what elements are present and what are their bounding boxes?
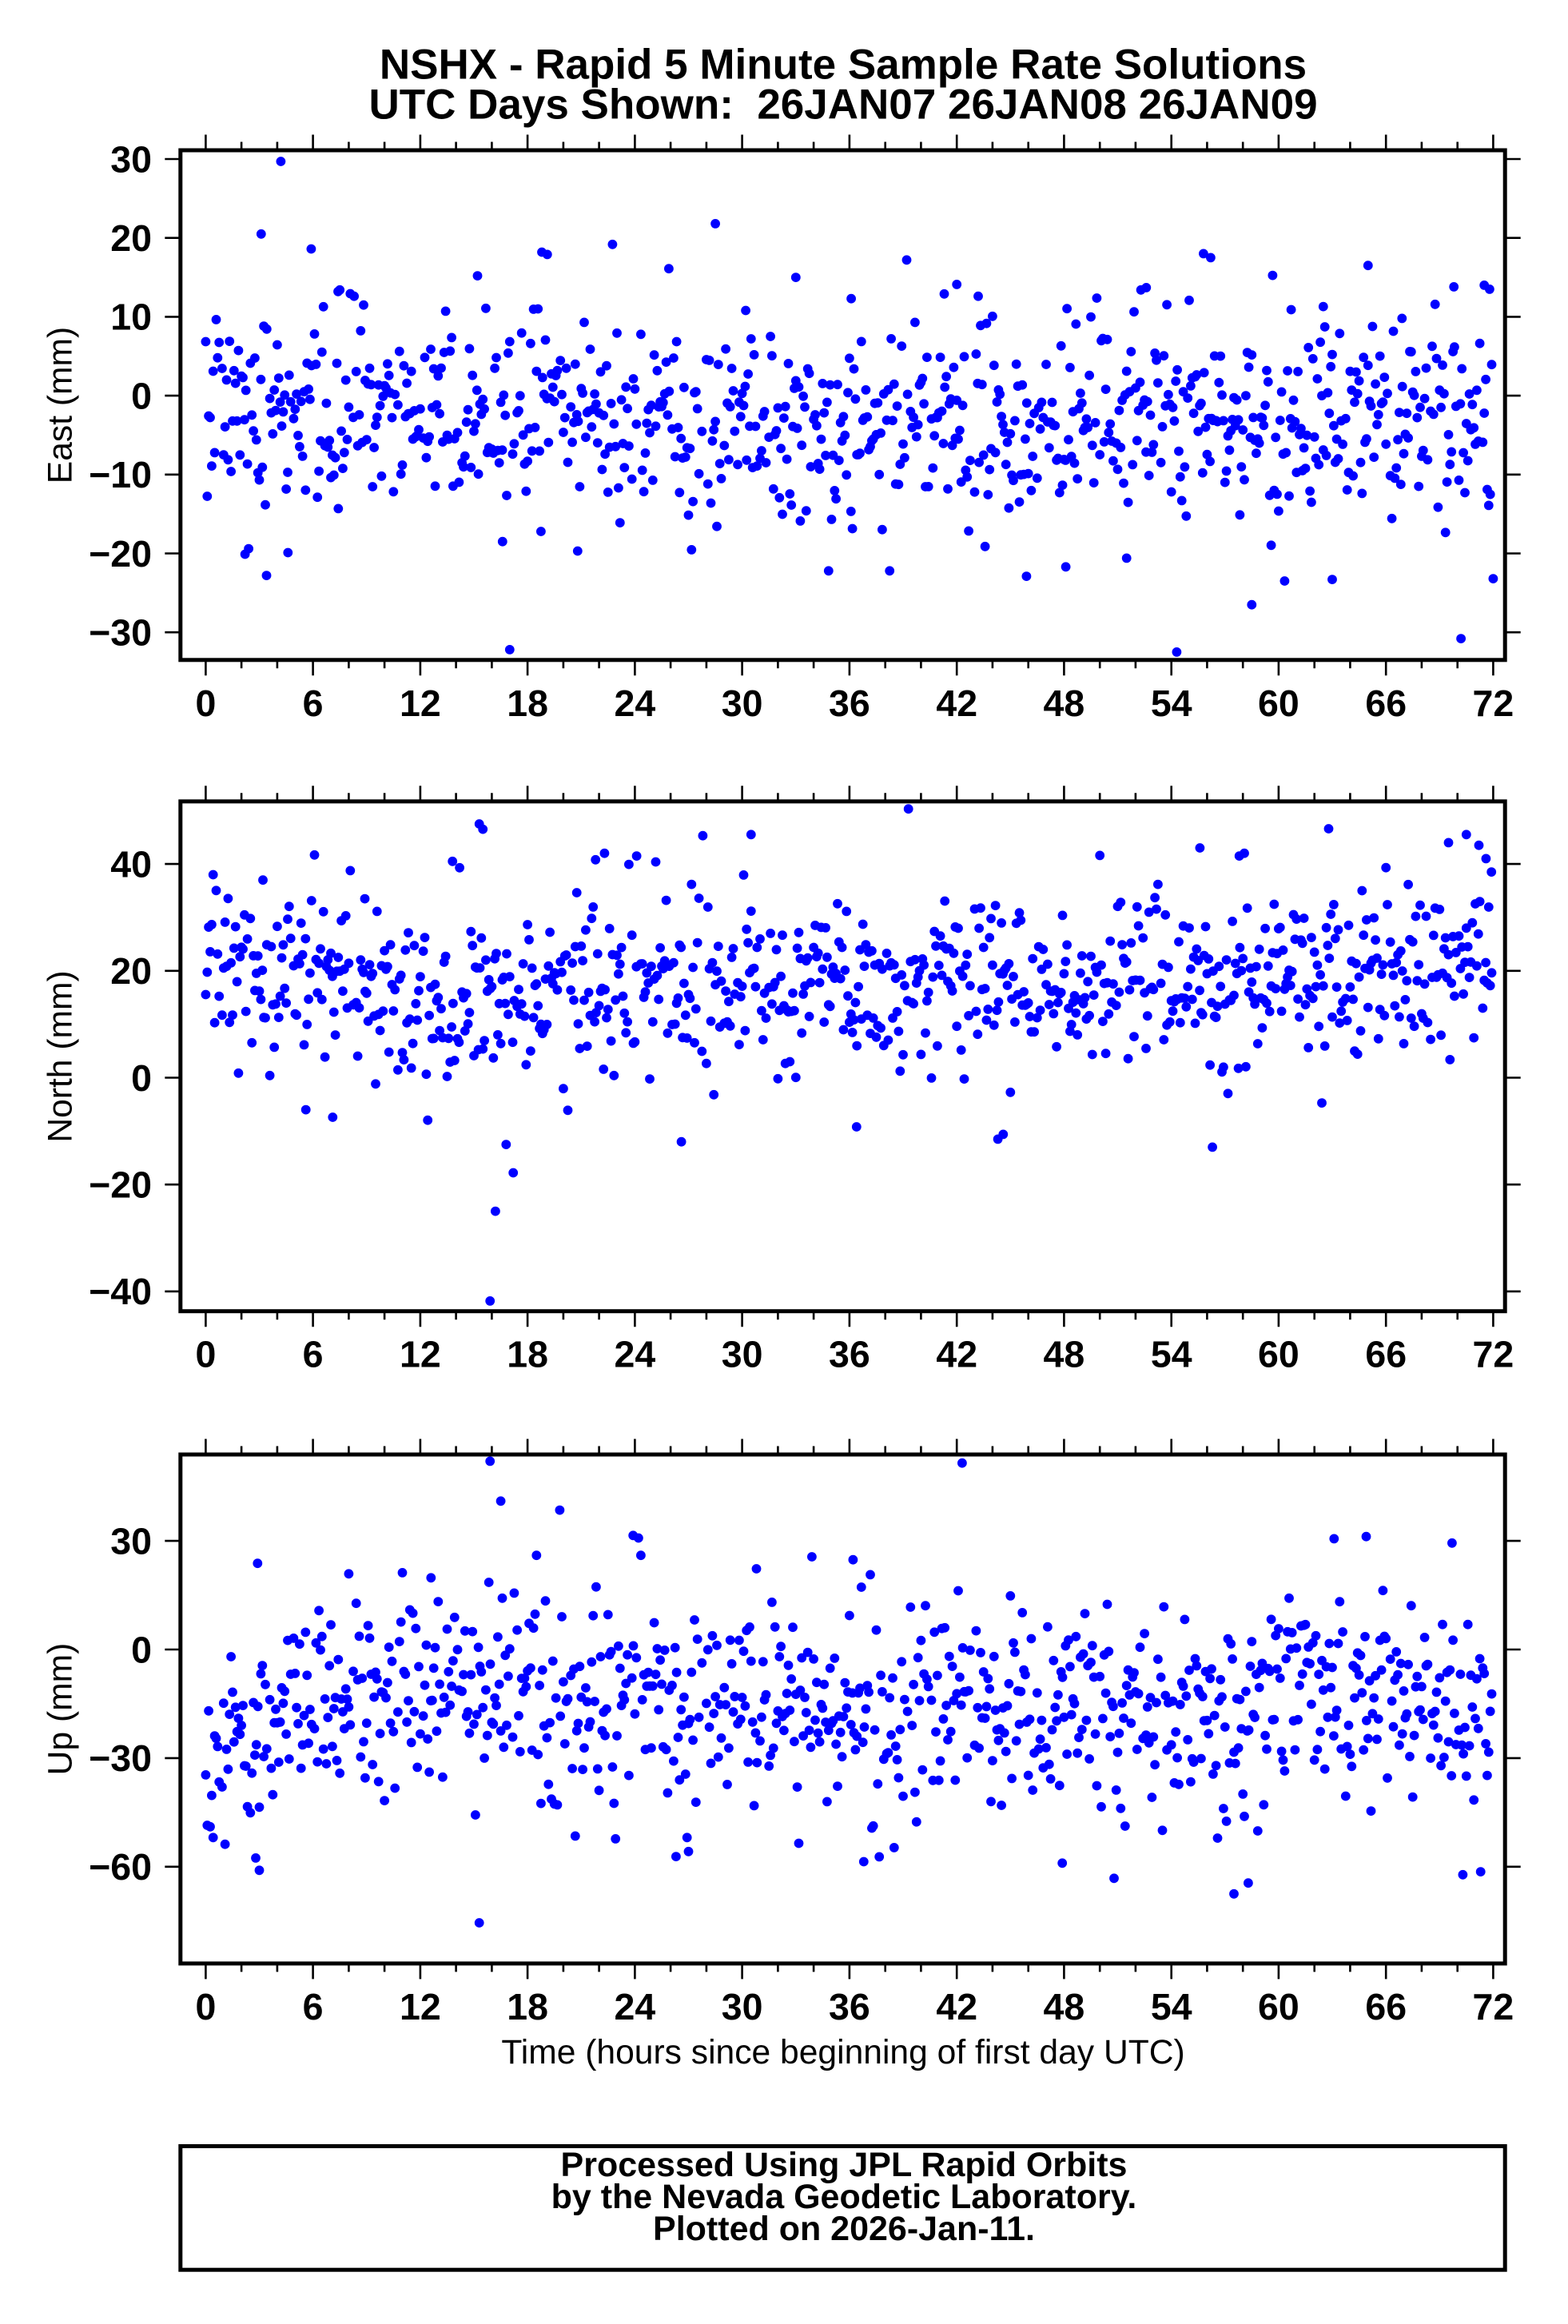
svg-text:18: 18 bbox=[507, 1334, 548, 1375]
svg-text:−20: −20 bbox=[89, 533, 152, 575]
svg-text:42: 42 bbox=[936, 1986, 977, 2028]
svg-text:by the Nevada Geodetic Laborat: by the Nevada Geodetic Laboratory. bbox=[551, 2178, 1137, 2216]
svg-text:18: 18 bbox=[507, 1986, 548, 2028]
svg-text:72: 72 bbox=[1473, 682, 1514, 724]
svg-text:0: 0 bbox=[131, 1057, 152, 1099]
svg-text:66: 66 bbox=[1365, 682, 1407, 724]
svg-text:−30: −30 bbox=[89, 1737, 152, 1779]
svg-text:60: 60 bbox=[1258, 1986, 1299, 2028]
svg-text:24: 24 bbox=[615, 1986, 656, 2028]
svg-text:−40: −40 bbox=[89, 1271, 152, 1312]
svg-text:20: 20 bbox=[110, 950, 152, 992]
svg-text:72: 72 bbox=[1473, 1986, 1514, 2028]
svg-text:54: 54 bbox=[1151, 1986, 1192, 2028]
svg-text:54: 54 bbox=[1151, 682, 1192, 724]
svg-text:66: 66 bbox=[1365, 1986, 1407, 2028]
svg-text:Plotted on 2026-Jan-11.: Plotted on 2026-Jan-11. bbox=[653, 2210, 1035, 2248]
svg-text:72: 72 bbox=[1473, 1334, 1514, 1375]
svg-text:60: 60 bbox=[1258, 1334, 1299, 1375]
svg-text:30: 30 bbox=[110, 138, 152, 180]
svg-text:36: 36 bbox=[829, 1986, 870, 2028]
svg-text:North (mm): North (mm) bbox=[42, 970, 80, 1142]
svg-text:20: 20 bbox=[110, 217, 152, 259]
svg-text:36: 36 bbox=[829, 682, 870, 724]
svg-text:48: 48 bbox=[1044, 682, 1085, 724]
svg-text:0: 0 bbox=[131, 375, 152, 416]
svg-text:10: 10 bbox=[110, 296, 152, 338]
svg-text:60: 60 bbox=[1258, 682, 1299, 724]
svg-text:42: 42 bbox=[936, 1334, 977, 1375]
svg-text:UTC Days Shown: 26JAN07 26JAN: UTC Days Shown: 26JAN07 26JAN08 26JAN09 bbox=[368, 81, 1317, 128]
svg-text:0: 0 bbox=[195, 682, 216, 724]
svg-text:30: 30 bbox=[722, 682, 763, 724]
svg-text:0: 0 bbox=[195, 1334, 216, 1375]
svg-text:42: 42 bbox=[936, 682, 977, 724]
svg-text:Time (hours since beginning of: Time (hours since beginning of first day… bbox=[501, 2033, 1184, 2071]
svg-text:12: 12 bbox=[400, 682, 441, 724]
svg-text:0: 0 bbox=[131, 1629, 152, 1670]
svg-text:6: 6 bbox=[303, 1334, 324, 1375]
svg-text:40: 40 bbox=[110, 843, 152, 885]
svg-text:18: 18 bbox=[507, 682, 548, 724]
svg-text:East (mm): East (mm) bbox=[42, 327, 80, 484]
svg-text:48: 48 bbox=[1044, 1334, 1085, 1375]
svg-text:−10: −10 bbox=[89, 454, 152, 495]
svg-text:48: 48 bbox=[1044, 1986, 1085, 2028]
svg-text:−60: −60 bbox=[89, 1846, 152, 1888]
svg-text:30: 30 bbox=[110, 1520, 152, 1562]
svg-text:24: 24 bbox=[615, 682, 656, 724]
svg-text:6: 6 bbox=[303, 1986, 324, 2028]
svg-text:−20: −20 bbox=[89, 1164, 152, 1206]
svg-text:Up (mm): Up (mm) bbox=[42, 1643, 80, 1776]
svg-text:12: 12 bbox=[400, 1334, 441, 1375]
svg-text:6: 6 bbox=[303, 682, 324, 724]
svg-text:0: 0 bbox=[195, 1986, 216, 2028]
svg-text:12: 12 bbox=[400, 1986, 441, 2028]
svg-text:−30: −30 bbox=[89, 612, 152, 654]
svg-text:Processed Using JPL Rapid Orbi: Processed Using JPL Rapid Orbits bbox=[561, 2146, 1128, 2184]
svg-text:NSHX - Rapid 5 Minute Sample R: NSHX - Rapid 5 Minute Sample Rate Soluti… bbox=[380, 42, 1307, 89]
svg-text:24: 24 bbox=[615, 1334, 656, 1375]
svg-text:36: 36 bbox=[829, 1334, 870, 1375]
svg-text:30: 30 bbox=[722, 1986, 763, 2028]
svg-text:66: 66 bbox=[1365, 1334, 1407, 1375]
svg-text:30: 30 bbox=[722, 1334, 763, 1375]
svg-text:54: 54 bbox=[1151, 1334, 1192, 1375]
